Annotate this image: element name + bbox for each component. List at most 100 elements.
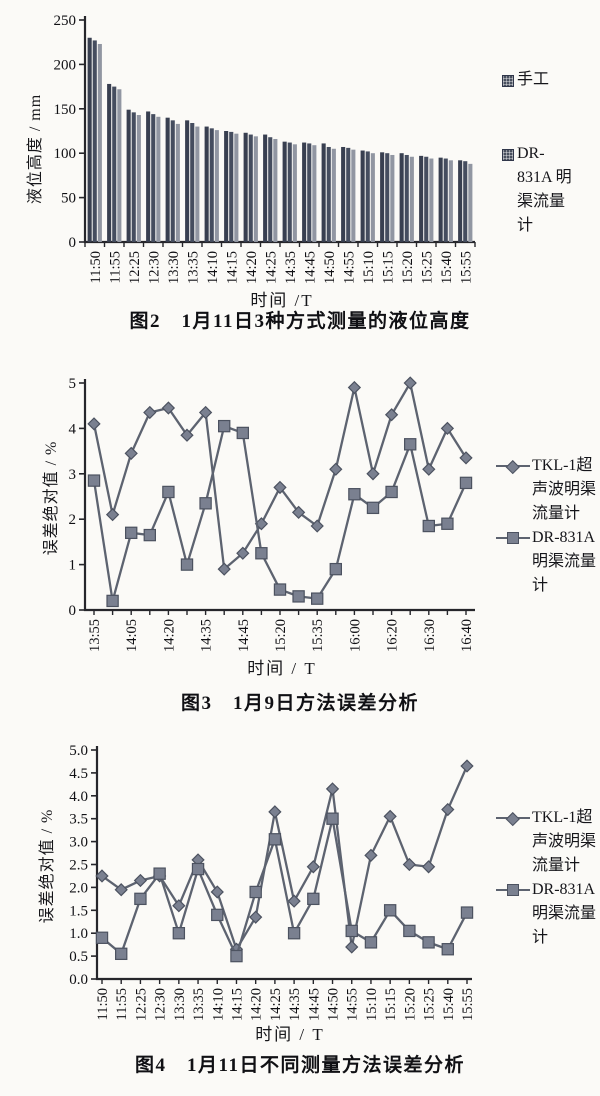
svg-text:2.5: 2.5 (69, 858, 88, 874)
svg-text:250: 250 (54, 13, 77, 29)
svg-text:15:25: 15:25 (422, 988, 438, 1021)
svg-text:0.5: 0.5 (69, 949, 88, 965)
svg-text:14:10: 14:10 (205, 251, 221, 284)
svg-text:4: 4 (69, 421, 77, 437)
svg-text:14:20: 14:20 (161, 619, 177, 652)
svg-text:2.0: 2.0 (69, 880, 88, 896)
svg-text:14:10: 14:10 (210, 988, 226, 1021)
legend-item: DR-831A明渠流量计 (496, 526, 600, 598)
svg-text:14:20: 14:20 (249, 988, 265, 1021)
svg-text:14:25: 14:25 (263, 251, 279, 284)
svg-text:16:30: 16:30 (422, 619, 438, 652)
svg-text:15:10: 15:10 (364, 988, 380, 1021)
fig4-legend: TKL-1超声波明渠流量计 DR-831A明渠流量计 (496, 806, 600, 950)
fig4-x-axis-title: 时间 / T (255, 1025, 325, 1044)
legend-label: TKL-1超声波明渠流量计 (532, 809, 597, 874)
svg-text:50: 50 (61, 191, 76, 207)
svg-text:11:50: 11:50 (95, 988, 111, 1021)
svg-text:3.5: 3.5 (69, 812, 88, 828)
svg-text:14:15: 14:15 (224, 251, 240, 284)
hatched-square-icon (502, 149, 514, 161)
svg-text:0.0: 0.0 (69, 972, 88, 988)
svg-text:0: 0 (69, 603, 77, 619)
svg-text:100: 100 (54, 146, 77, 162)
svg-text:15:20: 15:20 (402, 988, 418, 1021)
svg-text:14:45: 14:45 (236, 619, 252, 652)
svg-text:16:20: 16:20 (385, 619, 401, 652)
svg-text:12:25: 12:25 (127, 251, 143, 284)
line-diamond-icon (496, 811, 530, 825)
svg-text:15:40: 15:40 (439, 251, 455, 284)
svg-text:15:20: 15:20 (273, 619, 289, 652)
svg-text:13:35: 13:35 (191, 988, 207, 1021)
svg-text:4.5: 4.5 (69, 766, 88, 782)
svg-text:14:20: 14:20 (244, 251, 260, 284)
legend-label: TKL-1超声波明渠流量计 (532, 457, 597, 522)
line-diamond-icon (496, 459, 530, 473)
fig2-bar-chart: 0 50 100 150 200 250 11:50 11:55 12:25 12:30 13:30… (54, 13, 476, 284)
line-square-icon (496, 531, 530, 545)
diamond-marker-icon (506, 811, 520, 825)
svg-text:5.0: 5.0 (69, 743, 88, 759)
svg-text:1.5: 1.5 (69, 903, 88, 919)
svg-text:16:00: 16:00 (347, 619, 363, 652)
legend-label: DR-831A明渠流量计 (532, 881, 597, 946)
svg-text:13:30: 13:30 (172, 988, 188, 1021)
svg-text:11:55: 11:55 (114, 988, 130, 1021)
fig2-legend: 手工 DR-831A 明渠流量计 (502, 68, 575, 238)
legend-item: DR-831A 明渠流量计 (502, 142, 575, 238)
svg-text:14:35: 14:35 (283, 251, 299, 284)
svg-text:15:15: 15:15 (380, 251, 396, 284)
svg-text:15:25: 15:25 (419, 251, 435, 284)
legend-item: DR-831A明渠流量计 (496, 878, 600, 950)
svg-text:14:45: 14:45 (306, 988, 322, 1021)
line-square-icon (496, 883, 530, 897)
fig3-y-axis-title: 误差绝对值 / % (43, 440, 60, 556)
fig2-y-axis-title: 液位高度 / mm (27, 93, 44, 205)
fig3-legend: TKL-1超声波明渠流量计 DR-831A明渠流量计 (496, 454, 600, 598)
svg-text:4.0: 4.0 (69, 789, 88, 805)
svg-text:3.0: 3.0 (69, 835, 88, 851)
fig3-x-axis-title: 时间 / T (247, 659, 317, 678)
svg-text:15:55: 15:55 (458, 251, 474, 284)
figure-3-block: 0 1 2 3 4 5 13:55 14:05 14:20 14:35 14:45 15:20 15:3… (0, 348, 600, 720)
svg-text:14:50: 14:50 (326, 988, 342, 1021)
svg-text:11:50: 11:50 (88, 251, 104, 284)
svg-text:0: 0 (69, 235, 77, 251)
svg-text:14:55: 14:55 (341, 251, 357, 284)
svg-text:1: 1 (69, 558, 77, 574)
svg-text:12:30: 12:30 (153, 988, 169, 1021)
svg-text:11:55: 11:55 (107, 251, 123, 284)
fig4-y-axis-title: 误差绝对值 / % (39, 808, 56, 924)
diamond-marker-icon (506, 459, 520, 473)
svg-text:14:35: 14:35 (199, 619, 215, 652)
svg-text:200: 200 (54, 57, 77, 73)
fig3-caption: 图3 1月9日方法误差分析 (180, 693, 419, 714)
svg-text:15:10: 15:10 (361, 251, 377, 284)
legend-item: TKL-1超声波明渠流量计 (496, 454, 600, 526)
square-marker-icon (507, 532, 519, 544)
figure-2-block: 0 50 100 150 200 250 11:50 11:55 12:25 12:30 13:30… (0, 0, 600, 348)
figure-4-block: 0.0 0.5 1.0 1.5 2.0 2.5 3.0 3.5 4.0 4.5 5.0 11:50 11… (0, 720, 600, 1096)
svg-text:13:55: 13:55 (87, 619, 103, 652)
svg-text:3: 3 (69, 467, 77, 483)
svg-text:14:05: 14:05 (124, 619, 140, 652)
svg-text:12:25: 12:25 (133, 988, 149, 1021)
fig2-caption: 图2 1月11日3种方式测量的液位高度 (129, 311, 471, 332)
legend-label: DR-831A 明渠流量计 (517, 145, 572, 234)
fig4-caption: 图4 1月11日不同测量方法误差分析 (135, 1055, 465, 1076)
square-marker-icon (507, 884, 519, 896)
svg-text:12:30: 12:30 (146, 251, 162, 284)
fig3-line-chart: 0 1 2 3 4 5 13:55 14:05 14:20 14:35 14:45 15:20 15:3… (69, 376, 475, 652)
svg-text:150: 150 (54, 102, 77, 118)
hatched-square-icon (502, 75, 514, 87)
svg-text:14:25: 14:25 (268, 988, 284, 1021)
svg-text:15:35: 15:35 (310, 619, 326, 652)
svg-text:15:40: 15:40 (441, 988, 457, 1021)
svg-text:14:45: 14:45 (302, 251, 318, 284)
svg-text:15:55: 15:55 (460, 988, 476, 1021)
svg-text:14:55: 14:55 (345, 988, 361, 1021)
legend-item: 手工 (502, 68, 575, 92)
fig2-x-axis-title: 时间 /T (250, 291, 314, 310)
